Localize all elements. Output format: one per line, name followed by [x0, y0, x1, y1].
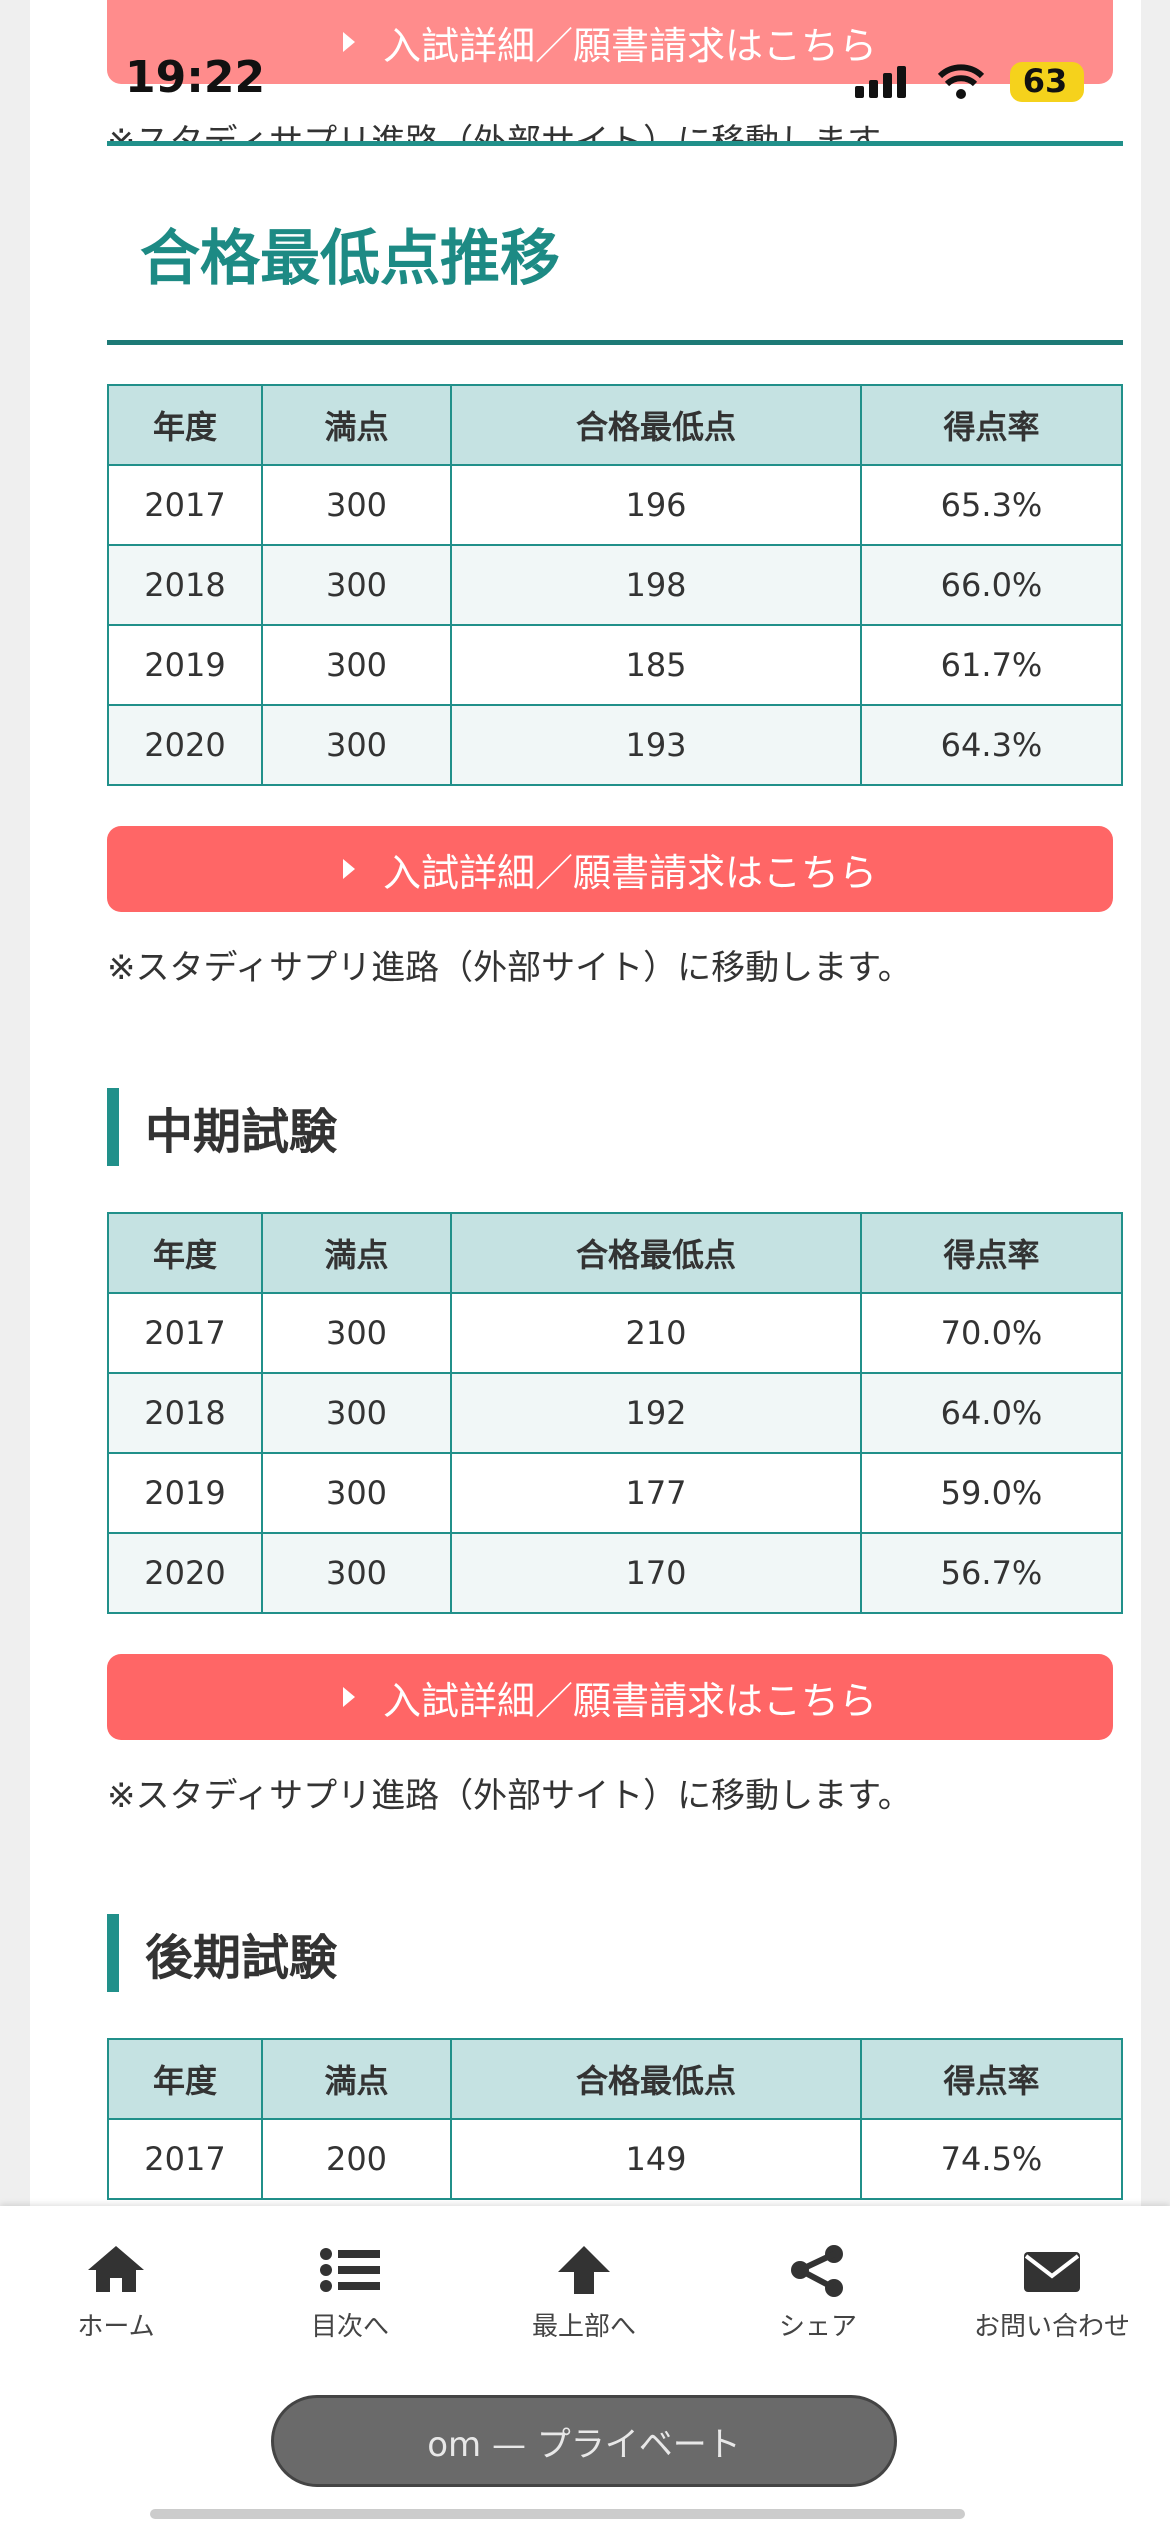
nav-icons: [88, 2245, 1080, 2297]
external-note: ※スタディサプリ進路（外部サイト）に移動します。: [107, 1776, 912, 1816]
battery-level: 63: [1023, 62, 1068, 100]
browser-address-bar[interactable]: om — プライベート: [271, 2395, 897, 2487]
nav-label[interactable]: 最上部へ: [531, 2312, 636, 2342]
table-cell: 192: [450, 1372, 862, 1454]
table-cell: 193: [450, 704, 862, 786]
link-button[interactable]: 入試詳細／願書請求はこちら: [107, 1654, 1113, 1740]
table-cell: 2020: [107, 704, 263, 786]
table-cell: 300: [261, 544, 452, 626]
arrow: [342, 859, 355, 879]
table-cell: 64.3%: [860, 704, 1123, 786]
address-text: om — プライベート: [427, 2424, 741, 2465]
table-cell: 61.7%: [860, 624, 1123, 706]
table-cell: 149: [450, 2118, 862, 2200]
mail-icon: [1024, 2252, 1080, 2292]
nav-label[interactable]: シェア: [778, 2312, 857, 2342]
signal-icon: [855, 66, 906, 98]
share-icon: [791, 2245, 843, 2297]
up-icon: [558, 2246, 610, 2294]
note-clip: ※スタディサプリ進路（外部サイト）に移動します。: [30, 100, 1141, 142]
time: 19:22: [125, 52, 265, 103]
table-cell: 2017: [107, 2118, 263, 2200]
table-cell: 300: [261, 1532, 452, 1614]
table-cell: 64.0%: [860, 1372, 1123, 1454]
table-cell: 300: [261, 1372, 452, 1454]
nav-label[interactable]: ホーム: [77, 2312, 155, 2342]
table-cell: 300: [261, 1452, 452, 1534]
table-cell: 196: [450, 464, 862, 546]
button-label: 入試詳細／願書請求はこちら: [382, 23, 877, 68]
home-icon: [88, 2246, 144, 2292]
table-cell: 2017: [107, 1292, 263, 1374]
table-cell: 66.0%: [860, 544, 1123, 626]
table-cell: 2020: [107, 1532, 263, 1614]
nav-label[interactable]: お問い合わせ: [973, 2312, 1130, 2342]
table-cell: 56.7%: [860, 1532, 1123, 1614]
table-cell: 170: [450, 1532, 862, 1614]
table-cell: 200: [261, 2118, 452, 2200]
top-note: ※スタディサプリ進路（外部サイト）に移動します。: [107, 122, 912, 142]
table-header: 合格最低点: [450, 2038, 862, 2120]
home-indicator: [150, 2509, 965, 2519]
table-header: 得点率: [860, 384, 1123, 466]
table-cell: 2018: [107, 1372, 263, 1454]
content: 入試詳細／願書請求はこちら ※スタディサプリ進路（外部サイト）に移動します。 合…: [30, 0, 1141, 2532]
table-cell: 74.5%: [860, 2118, 1123, 2200]
wifi-dot: [956, 89, 966, 99]
table-header: 年度: [107, 384, 263, 466]
table-cell: 2018: [107, 544, 263, 626]
button-label: 入試詳細／願書請求はこちら: [382, 850, 877, 895]
rule: [107, 340, 1123, 345]
table-header: 得点率: [860, 2038, 1123, 2120]
table-cell: 185: [450, 624, 862, 706]
button-label: 入試詳細／願書請求はこちら: [382, 1678, 877, 1723]
table-header: 合格最低点: [450, 384, 862, 466]
table-header: 満点: [261, 2038, 452, 2120]
wifi-icon: [937, 64, 985, 87]
table-cell: 300: [261, 464, 452, 546]
table-cell: 59.0%: [860, 1452, 1123, 1534]
table-cell: 2017: [107, 464, 263, 546]
status-bar: 19:22 63: [125, 52, 1084, 103]
table-cell: 198: [450, 544, 862, 626]
arrow: [342, 1687, 355, 1707]
rule: [107, 141, 1123, 146]
section-heading: 後期試験: [107, 1914, 337, 1992]
table-cell: 210: [450, 1292, 862, 1374]
section-title: 合格最低点推移: [140, 224, 560, 294]
nav-label[interactable]: 目次へ: [310, 2312, 389, 2342]
table-cell: 70.0%: [860, 1292, 1123, 1374]
external-note: ※スタディサプリ進路（外部サイト）に移動します。: [107, 948, 912, 988]
top-button[interactable]: 入試詳細／願書請求はこちら: [107, 0, 1113, 84]
section-heading: 中期試験: [107, 1088, 337, 1166]
table-header: 満点: [261, 1212, 452, 1294]
table-cell: 2019: [107, 624, 263, 706]
table-cell: 300: [261, 624, 452, 706]
table-cell: 65.3%: [860, 464, 1123, 546]
bottom-nav: ホーム 目次へ 最上部へ シェア お問い合わせ om — プライベート: [0, 2206, 1170, 2532]
table-header: 年度: [107, 2038, 263, 2120]
table-header: 得点率: [860, 1212, 1123, 1294]
table-cell: 300: [261, 704, 452, 786]
battery: [1010, 62, 1084, 102]
table-cell: 300: [261, 1292, 452, 1374]
table-header: 年度: [107, 1212, 263, 1294]
table-header: 満点: [261, 384, 452, 466]
table-header: 合格最低点: [450, 1212, 862, 1294]
table-cell: 2019: [107, 1452, 263, 1534]
link-button[interactable]: 入試詳細／願書請求はこちら: [107, 826, 1113, 912]
list-icon: [320, 2248, 380, 2292]
table-cell: 177: [450, 1452, 862, 1534]
